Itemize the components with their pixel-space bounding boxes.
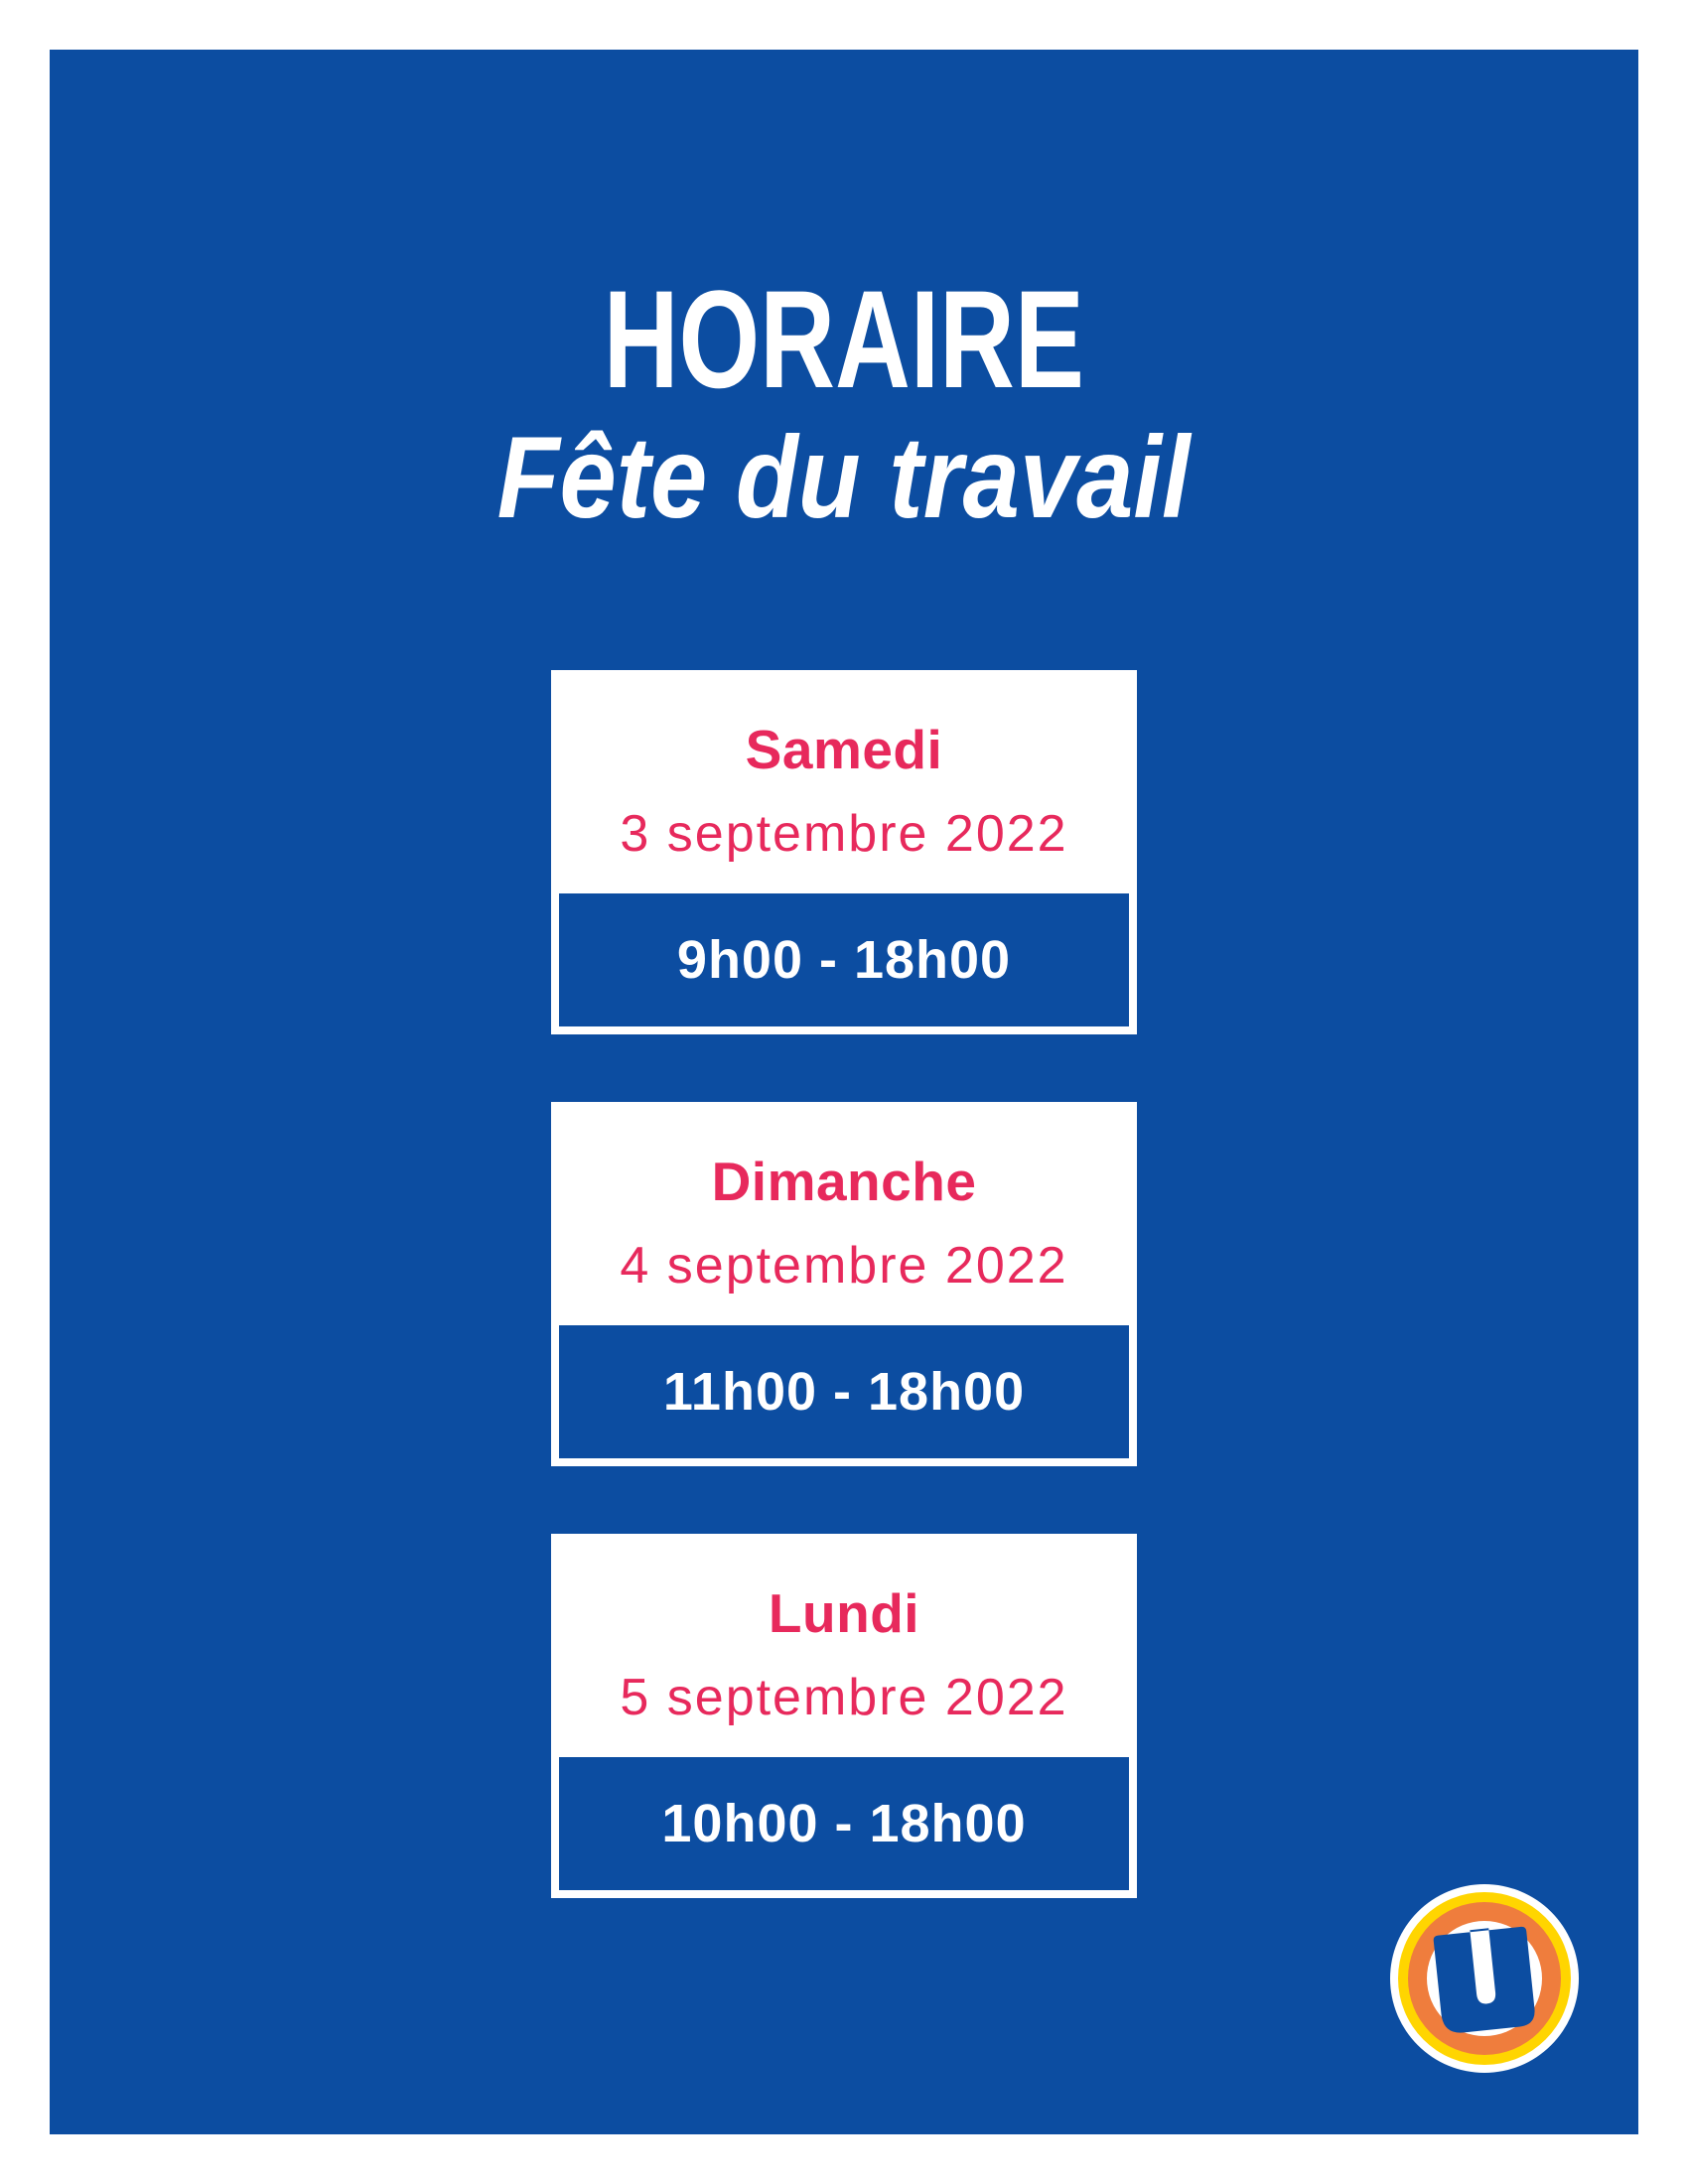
date-label: 4 septembre 2022: [620, 1237, 1068, 1295]
hours-label: 11h00 - 18h00: [662, 1362, 1026, 1422]
hours-banner: 9h00 - 18h00: [559, 893, 1129, 1026]
day-label: Lundi: [768, 1582, 920, 1644]
day-label: Samedi: [745, 719, 943, 780]
logo-u-letter: [1433, 1926, 1535, 2033]
hours-banner: 10h00 - 18h00: [559, 1757, 1129, 1890]
page-subtitle-text: Fête du travail: [496, 412, 1192, 542]
hours-banner: 11h00 - 18h00: [559, 1325, 1129, 1458]
schedule-card-monday: Lundi 5 septembre 2022 10h00 - 18h00: [551, 1534, 1137, 1898]
date-label: 3 septembre 2022: [620, 805, 1068, 863]
poster: HORAIRE Fête du travail Samedi 3 septemb…: [50, 50, 1638, 2134]
day-label: Dimanche: [711, 1151, 977, 1212]
u-brand-logo-icon: [1390, 1884, 1579, 2073]
schedule-card-saturday: Samedi 3 septembre 2022 9h00 - 18h00: [551, 670, 1137, 1034]
page-title: HORAIRE: [50, 270, 1638, 409]
hours-label: 9h00 - 18h00: [676, 930, 1012, 990]
date-label: 5 septembre 2022: [620, 1669, 1068, 1726]
page-subtitle: Fête du travail: [50, 419, 1638, 535]
hours-label: 10h00 - 18h00: [661, 1794, 1027, 1853]
page-title-text: HORAIRE: [603, 261, 1085, 417]
schedule-card-sunday: Dimanche 4 septembre 2022 11h00 - 18h00: [551, 1102, 1137, 1466]
